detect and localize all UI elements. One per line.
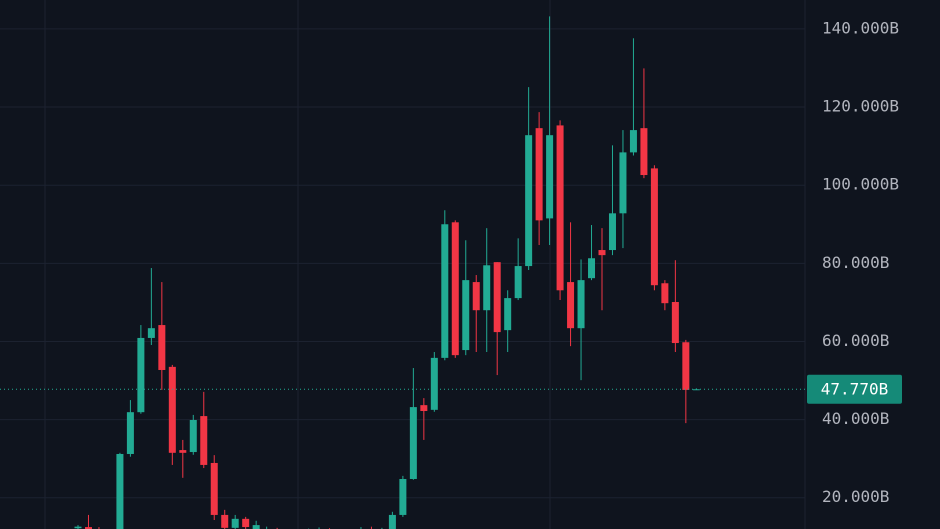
candle-body — [504, 298, 512, 331]
candle-body — [126, 412, 134, 454]
candle-body — [556, 125, 564, 291]
candle-body — [74, 526, 82, 529]
last-price-label: 47.770B — [821, 380, 888, 399]
candle-body — [430, 357, 438, 410]
candle-body — [242, 518, 250, 528]
candle-body — [472, 282, 480, 311]
candle-body — [483, 265, 491, 311]
candle-body — [525, 135, 533, 267]
y-tick-label: 60.000B — [822, 331, 889, 350]
candle-body — [420, 405, 428, 412]
candle-body — [84, 527, 92, 529]
candle-body — [409, 407, 417, 479]
candle-body — [252, 525, 260, 529]
last-price-badge — [807, 374, 902, 404]
candle-body — [546, 135, 554, 219]
candle-body — [567, 282, 575, 329]
candle-body — [661, 283, 669, 304]
candle-body — [116, 453, 124, 529]
candle-body — [682, 342, 690, 390]
y-tick-label: 20.000B — [822, 487, 889, 506]
candle-body — [210, 462, 218, 515]
price-axis: 20.000B 40.000B 60.000B 80.000B 100.000B 120.… — [807, 18, 902, 506]
candle-body — [158, 325, 166, 370]
candle-body — [221, 514, 229, 528]
candle-body — [598, 250, 606, 256]
y-tick-label: 100.000B — [822, 175, 899, 194]
candle-body — [514, 266, 522, 299]
y-tick-label: 120.000B — [822, 97, 899, 116]
y-tick-label: 140.000B — [822, 18, 899, 37]
candle-body — [441, 224, 449, 358]
candle-body — [588, 258, 596, 279]
candle-body — [231, 518, 239, 528]
candle-body — [671, 302, 679, 344]
candle-body — [189, 419, 197, 453]
candle-body — [577, 280, 585, 329]
candle-body — [168, 366, 176, 453]
candle-body — [650, 168, 658, 286]
candle-body — [629, 130, 637, 153]
candle-body — [619, 152, 627, 214]
y-tick-label: 40.000B — [822, 409, 889, 428]
y-tick-label: 80.000B — [822, 253, 889, 272]
candle-body — [200, 416, 208, 465]
candle-body — [137, 337, 145, 413]
candle-body — [640, 128, 648, 176]
candle-body — [388, 514, 396, 529]
candle-body — [399, 478, 407, 515]
candle-body — [493, 262, 501, 333]
candle-body — [147, 328, 155, 338]
candle-body — [535, 128, 543, 221]
candle-body — [608, 213, 616, 251]
candle-body — [462, 280, 470, 351]
candle-body — [451, 222, 459, 356]
plot-area — [0, 16, 805, 529]
candle-body — [179, 450, 187, 453]
